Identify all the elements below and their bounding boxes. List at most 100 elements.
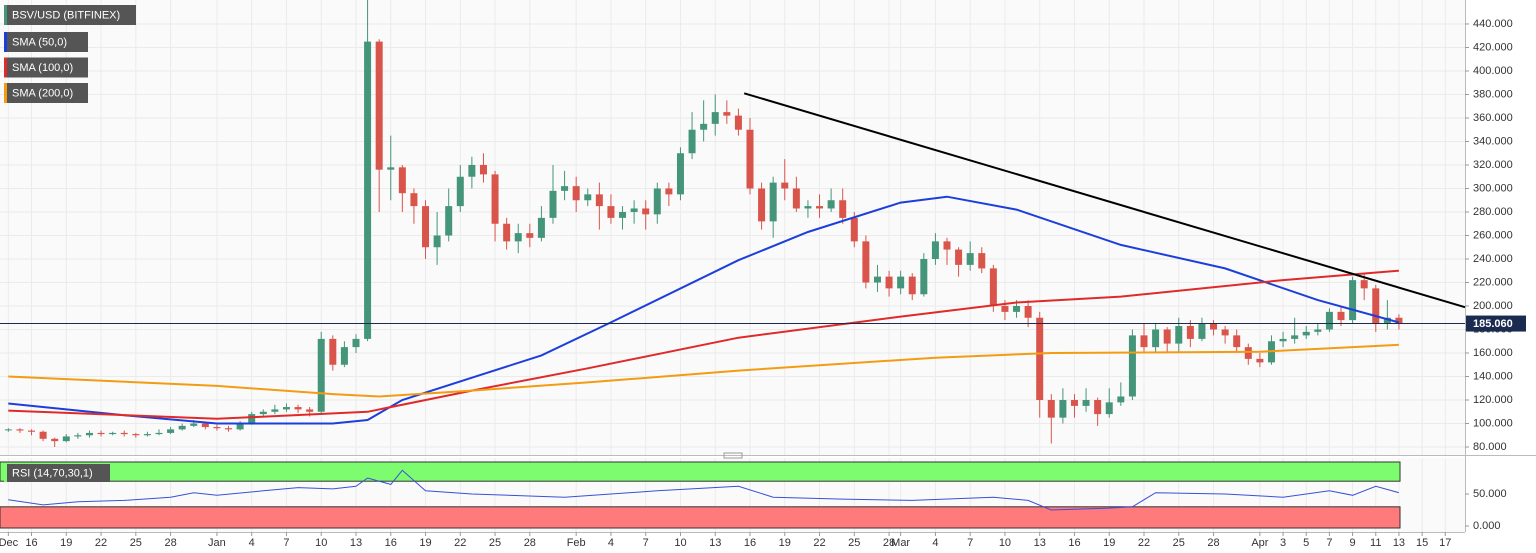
candle-body: [282, 407, 290, 410]
candle-body: [1094, 400, 1102, 415]
x-tick-label: 3: [1280, 537, 1286, 549]
x-tick-label: 16: [25, 537, 37, 549]
x-tick-label: Apr: [1251, 537, 1268, 549]
x-tick-label: 13: [1393, 537, 1405, 549]
x-tick-label: 16: [385, 537, 397, 549]
sma-line: [8, 343, 1399, 398]
candle-body: [410, 193, 418, 207]
x-tick-label: Mar: [891, 537, 910, 549]
candle-body: [978, 253, 986, 269]
candle-body: [259, 411, 267, 415]
candle-body: [955, 249, 963, 265]
candle-body: [398, 167, 406, 194]
candle-body: [28, 430, 36, 432]
candle-body: [1128, 335, 1136, 397]
candle-body: [619, 211, 627, 218]
rsi-legend: RSI (14,70,30,1): [4, 464, 110, 482]
candle-body: [607, 206, 615, 218]
candle-body: [1233, 335, 1241, 348]
candle-body: [294, 407, 302, 410]
legend-swatch: [4, 5, 7, 25]
legend-swatch: [4, 464, 7, 482]
candle-body: [109, 432, 117, 435]
candle-body: [317, 338, 325, 412]
candle-body: [132, 434, 140, 436]
x-tick-label: Jan: [208, 537, 226, 549]
legend-box: [4, 464, 110, 482]
candle-body: [792, 188, 800, 209]
candle-body: [97, 432, 105, 435]
x-tick-label: 15: [1416, 537, 1428, 549]
candle-body: [16, 429, 24, 431]
candle-body: [1198, 323, 1206, 339]
x-tick-label: 25: [848, 537, 860, 549]
y-tick-label: 220.000: [1473, 276, 1513, 288]
candle-body: [51, 438, 59, 442]
candle-body: [225, 428, 233, 430]
candle-body: [561, 186, 569, 191]
x-tick-label: 28: [524, 537, 536, 549]
y-tick-label: 200.000: [1473, 300, 1513, 312]
candle-body: [514, 233, 522, 242]
legend-swatch: [4, 83, 7, 103]
candle-body: [839, 200, 847, 218]
candle-body: [1325, 311, 1333, 330]
x-tick-label: 7: [643, 537, 649, 549]
candle-body: [329, 338, 337, 365]
y-tick-label: 100.000: [1473, 417, 1513, 429]
candle-body: [989, 268, 997, 306]
candle-body: [1175, 325, 1183, 344]
legend-item: SMA (50,0): [4, 32, 88, 52]
candle-body: [584, 194, 592, 201]
x-tick-label: 19: [419, 537, 431, 549]
candle-body: [433, 235, 441, 248]
candle-body: [1291, 335, 1299, 339]
overbought-band: [0, 461, 1401, 482]
candle-body: [479, 164, 487, 175]
candle-body: [4, 429, 12, 431]
legend-label: SMA (100,0): [12, 62, 73, 74]
candle-body: [758, 188, 766, 222]
candle-body: [1163, 329, 1171, 344]
x-tick-label: Feb: [567, 537, 586, 549]
legend-label: RSI (14,70,30,1): [12, 467, 93, 479]
candle-body: [1024, 305, 1032, 318]
candle-body: [572, 186, 580, 201]
y-tick-label: 320.000: [1473, 159, 1513, 171]
candle-body: [143, 434, 151, 436]
legend-box: [4, 32, 88, 52]
y-tick-label: 360.000: [1473, 112, 1513, 124]
candle-body: [781, 182, 789, 189]
price-label-box: [1466, 315, 1526, 332]
y-tick-label: 80.000: [1473, 441, 1507, 453]
candle-body: [804, 206, 812, 209]
candle-body: [213, 427, 221, 429]
candle-body: [85, 432, 93, 436]
candle-body: [1221, 329, 1229, 336]
candle-body: [1244, 347, 1252, 359]
candle-body: [1105, 402, 1113, 415]
candle-body: [352, 338, 360, 348]
x-tick-label: 22: [454, 537, 466, 549]
candle-body: [1302, 331, 1310, 336]
rsi-tick-label: 0.000: [1473, 520, 1501, 532]
y-tick-label: 380.000: [1473, 88, 1513, 100]
y-tick-label: 140.000: [1473, 370, 1513, 382]
candle-body: [190, 423, 198, 426]
candle-body: [445, 206, 453, 236]
x-tick-label: 4: [249, 537, 255, 549]
candle-body: [340, 347, 348, 365]
candle-body: [630, 208, 638, 212]
legend-swatch: [4, 32, 7, 52]
candle-body: [271, 409, 279, 412]
candle-body: [456, 176, 464, 207]
candle-body: [816, 206, 824, 209]
legend-swatch: [4, 57, 7, 78]
candle-body: [178, 425, 186, 430]
candle-body: [885, 276, 893, 289]
oversold-band: [0, 506, 1401, 529]
y-tick-label: 300.000: [1473, 182, 1513, 194]
candle-body: [769, 182, 777, 222]
candle-body: [642, 208, 650, 215]
